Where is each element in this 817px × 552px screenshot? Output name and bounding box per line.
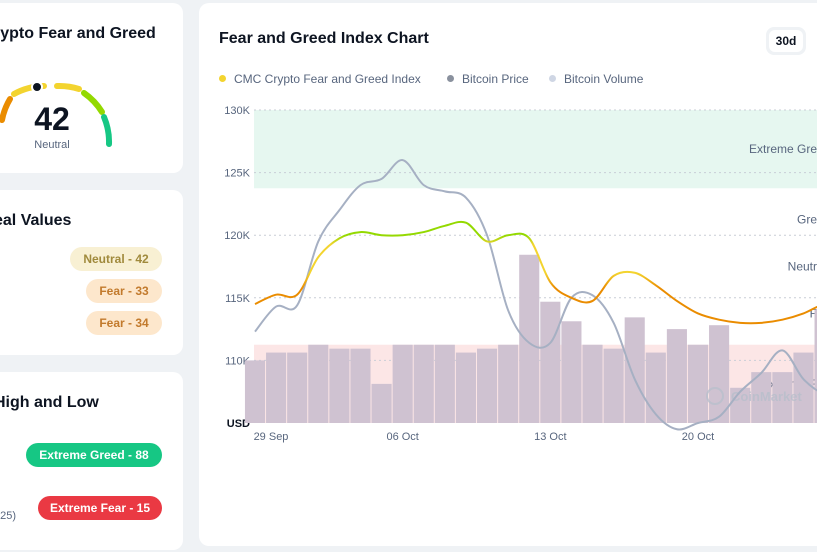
volume-bar <box>434 344 455 423</box>
gauge-segment-extreme-greed <box>101 114 113 147</box>
volume-bar <box>540 301 561 423</box>
historical-card-title: eal Values <box>0 212 72 229</box>
x-tick-label: 06 Oct <box>386 431 418 443</box>
y-tick-label: USD <box>227 418 250 430</box>
volume-bar <box>477 348 498 423</box>
x-tick-label: 29 Sep <box>254 431 289 443</box>
watermark-text: CoinMarket <box>731 389 802 404</box>
gauge-card-title: rypto Fear and Greed <box>0 25 156 42</box>
volume-bar <box>603 348 624 423</box>
legend-label-price: Bitcoin Price <box>462 72 529 86</box>
chart-card: Fear and Greed Index Chart 30d CMC Crypt… <box>199 3 817 546</box>
volume-bar <box>666 329 687 423</box>
legend-item-index[interactable]: CMC Crypto Fear and Greed Index <box>219 72 421 86</box>
y-tick-label: 110K <box>225 355 251 367</box>
legend-dot-price <box>447 75 454 82</box>
range-selector: 30d <box>766 27 806 55</box>
zone-label: Gre <box>797 213 817 227</box>
gauge-segment-greed <box>81 90 105 115</box>
legend-item-volume[interactable]: Bitcoin Volume <box>549 72 643 86</box>
volume-bar <box>772 372 793 423</box>
legend-dot-index <box>219 75 226 82</box>
volume-bar <box>329 348 350 423</box>
chart-title: Fear and Greed Index Chart <box>219 30 429 47</box>
fear-greed-gauge-card: rypto Fear and Greed 42 Neutral <box>0 3 183 173</box>
gauge-value: 42 <box>34 101 70 137</box>
historical-badge-neutral: Neutral - 42 <box>70 247 162 271</box>
gauge-segment-fear <box>0 96 13 123</box>
x-tick-label: 13 Oct <box>534 431 566 443</box>
volume-bar <box>371 383 392 423</box>
zone-extreme-greed <box>254 110 817 189</box>
y-tick-label: 125K <box>224 168 250 180</box>
fear-greed-gauge <box>0 81 113 147</box>
volume-bar <box>244 360 266 423</box>
volume-bar <box>350 348 371 423</box>
volume-bar <box>709 325 730 423</box>
legend-item-price[interactable]: Bitcoin Price <box>447 72 529 86</box>
historical-values-card: eal Values Neutral - 42 Fear - 33 h Fear… <box>0 190 183 355</box>
fear-greed-chart: 130K 125K 120K 115K 110K USD Extreme Gre Gre Neu… <box>224 105 817 443</box>
volume-bar <box>561 321 582 423</box>
volume-bar <box>687 344 709 423</box>
volume-bar <box>582 344 603 423</box>
volume-bar <box>751 372 772 423</box>
volume-bar <box>413 344 434 423</box>
volume-bar <box>266 352 287 423</box>
y-tick-label: 115K <box>225 293 251 305</box>
range-30d-button[interactable]: 30d <box>769 30 803 52</box>
yearly-high-low-card: High and Low h Extreme Greed - 88 y Extr… <box>0 372 183 550</box>
historical-badge-fear: Fear - 33 <box>86 279 162 303</box>
y-tick-label: 130K <box>224 105 250 117</box>
bitcoin-price-line <box>254 159 817 431</box>
volume-bar <box>455 352 476 423</box>
zone-label: F <box>810 306 817 320</box>
yearly-badge-extreme-greed: Extreme Greed - 88 <box>26 443 162 467</box>
gauge-needle-dot <box>31 81 43 93</box>
zone-label: Extreme Gre <box>749 142 817 156</box>
gauge-segment-neutral <box>11 83 47 97</box>
historical-badge-fear: Fear - 34 <box>86 311 162 335</box>
yearly-card-title: High and Low <box>0 394 99 411</box>
volume-bar <box>392 344 413 423</box>
volume-bar <box>814 309 817 423</box>
gauge-segment-neutral-2 <box>54 82 82 92</box>
legend-label-index: CMC Crypto Fear and Greed Index <box>234 72 421 86</box>
yearly-badge-extreme-fear: Extreme Fear - 15 <box>38 496 162 520</box>
yearly-row-sublabel: 025) <box>0 510 17 522</box>
y-tick-label: 120K <box>224 230 250 242</box>
volume-bar <box>498 344 519 423</box>
gauge-label: Neutral <box>34 139 70 151</box>
fear-greed-index-line <box>254 220 817 325</box>
volume-bar <box>308 344 329 423</box>
volume-bar <box>793 352 814 423</box>
volume-bar <box>287 352 308 423</box>
volume-bar <box>624 317 645 423</box>
watermark-logo-icon <box>706 387 724 405</box>
volume-bar <box>519 254 540 423</box>
legend-dot-volume <box>549 75 556 82</box>
volume-bar <box>645 352 666 423</box>
zone-label: Neutr <box>788 260 817 274</box>
legend-label-volume: Bitcoin Volume <box>564 72 644 86</box>
x-tick-label: 20 Oct <box>682 431 714 443</box>
